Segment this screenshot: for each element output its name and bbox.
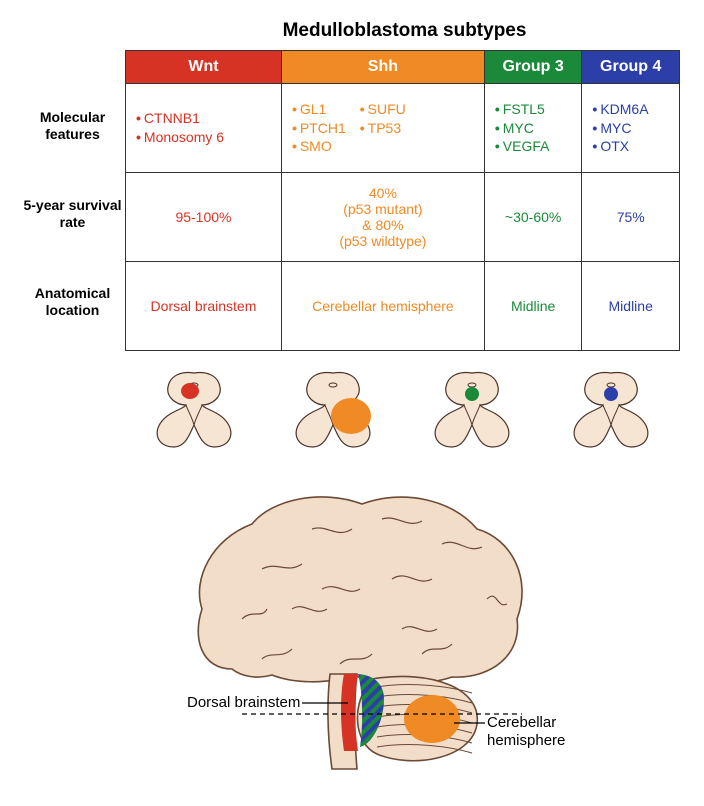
row-label-features: Molecular features [20,82,125,170]
cell-g3-features: FSTL5MYCVEGFA [484,84,582,173]
svg-text:hemisphere: hemisphere [487,732,565,749]
sagittal-brain-diagram: Dorsal brainstem Cerebellarhemisphere [20,469,684,779]
svg-text:Cerebellar: Cerebellar [487,714,556,731]
subtype-table-wrap: Molecular features 5-year survival rate … [20,50,684,351]
cerebellum-icon-g4 [551,361,671,451]
page-title: Medulloblastoma subtypes [125,20,684,42]
cell-wnt-location: Dorsal brainstem [126,262,282,351]
cell-wnt-survival: 95-100% [126,173,282,262]
row-label-location: Anatomical location [20,258,125,346]
cerebellum-icon-wnt [134,361,254,451]
cell-g4-features: KDM6AMYCOTX [582,84,680,173]
row-label-survival: 5-year survival rate [20,170,125,258]
cell-g3-survival: ~30-60% [484,173,582,262]
features-row: CTNNB1Monosomy 6 GL1PTCH1SMO SUFUTP53 FS… [126,84,680,173]
cerebellum-diagrams-row [125,361,680,451]
survival-row: 95-100% 40%(p53 mutant)& 80%(p53 wildtyp… [126,173,680,262]
col-header-wnt: Wnt [126,51,282,84]
cell-g3-location: Midline [484,262,582,351]
cell-wnt-features: CTNNB1Monosomy 6 [126,84,282,173]
col-header-shh: Shh [281,51,484,84]
subtype-table: Wnt Shh Group 3 Group 4 CTNNB1Monosomy 6… [125,50,680,351]
svg-text:Dorsal brainstem: Dorsal brainstem [187,694,300,711]
row-labels: Molecular features 5-year survival rate … [20,50,125,351]
col-header-g4: Group 4 [582,51,680,84]
location-row: Dorsal brainstem Cerebellar hemisphere M… [126,262,680,351]
cerebellum-icon-g3 [412,361,532,451]
cell-g4-location: Midline [582,262,680,351]
cerebellum-icon-shh [273,361,393,451]
cell-shh-location: Cerebellar hemisphere [281,262,484,351]
cell-g4-survival: 75% [582,173,680,262]
cell-shh-survival: 40%(p53 mutant)& 80%(p53 wildtype) [281,173,484,262]
col-header-g3: Group 3 [484,51,582,84]
cell-shh-features: GL1PTCH1SMO SUFUTP53 [281,84,484,173]
